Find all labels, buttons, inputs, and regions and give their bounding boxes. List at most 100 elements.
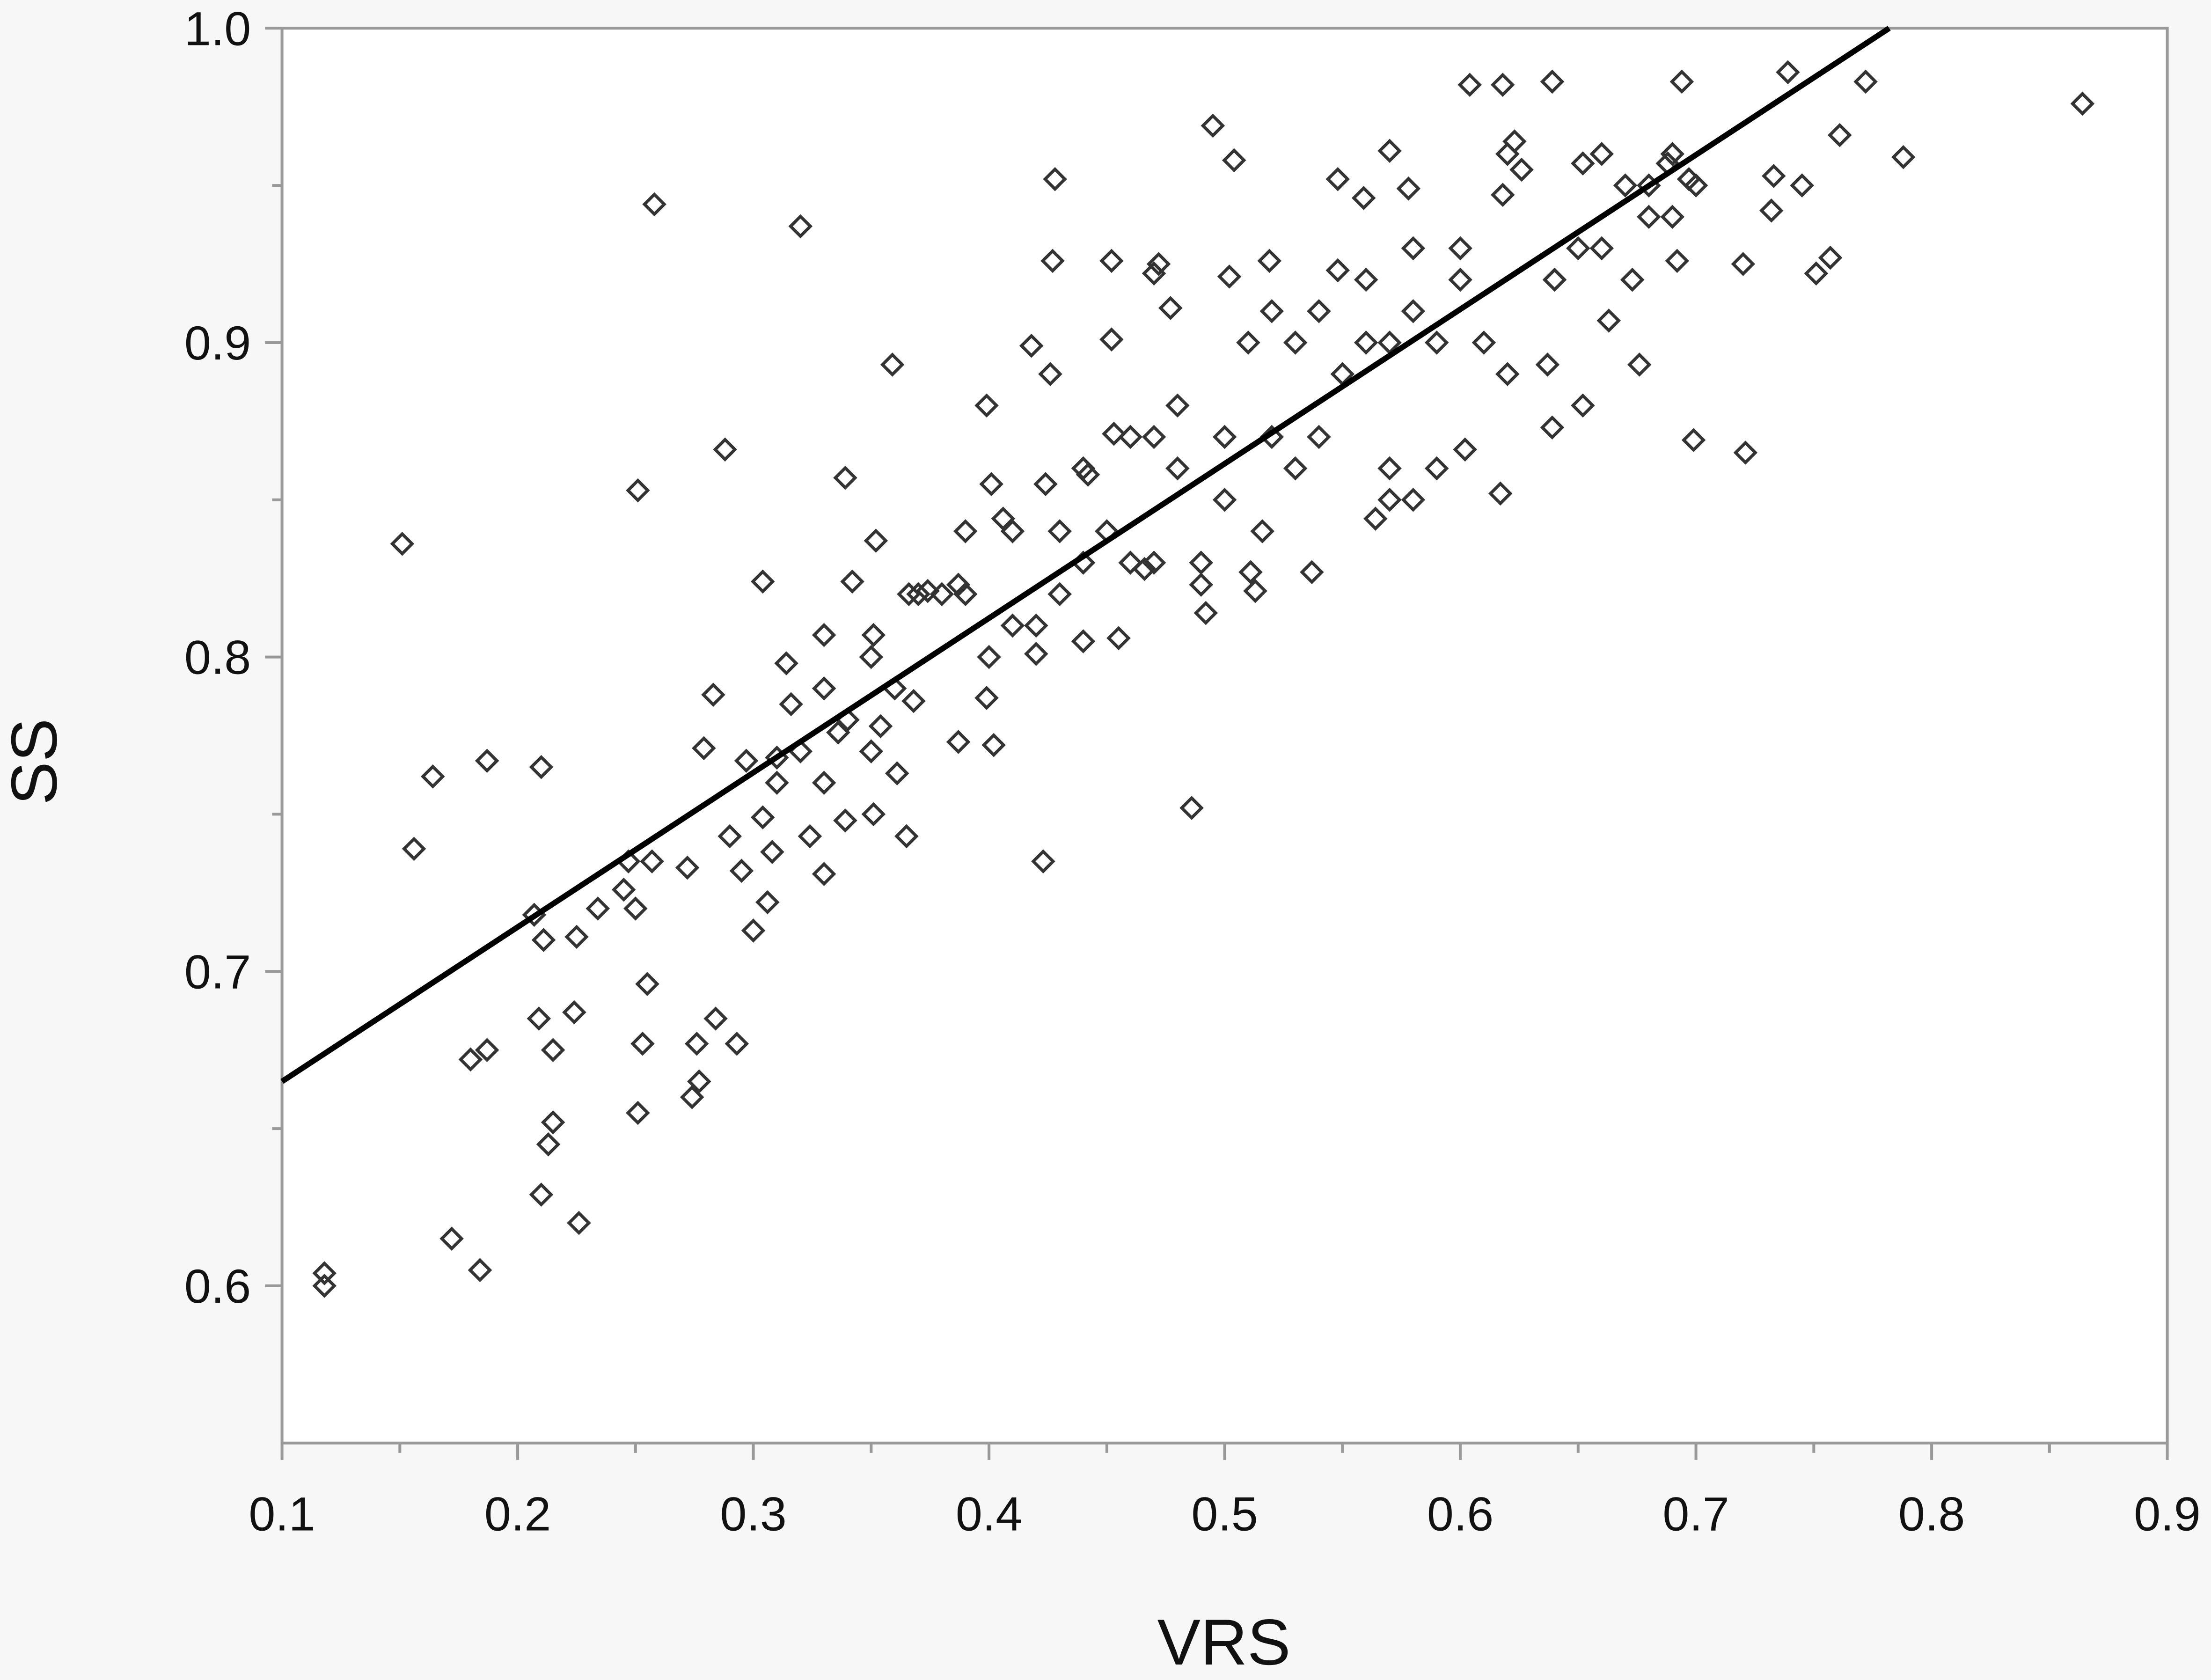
data-point xyxy=(1363,506,1388,531)
data-point xyxy=(586,896,610,921)
data-point xyxy=(1307,425,1331,449)
data-point xyxy=(680,1085,704,1109)
y-tick-label: 0.8 xyxy=(184,631,251,684)
data-point xyxy=(1354,267,1378,292)
x-tick-label: 0.8 xyxy=(1898,1487,1965,1541)
data-point xyxy=(1488,481,1513,506)
data-point xyxy=(1033,472,1058,496)
data-point xyxy=(1401,299,1426,323)
data-point xyxy=(1891,145,1916,169)
fit-line xyxy=(280,26,1891,1084)
x-tick-label: 0.7 xyxy=(1662,1487,1729,1541)
data-point xyxy=(2070,91,2095,116)
data-point xyxy=(991,506,1016,531)
data-point xyxy=(1118,425,1142,449)
data-point xyxy=(1424,330,1449,355)
data-point xyxy=(1238,560,1263,585)
data-point xyxy=(1165,456,1190,481)
data-point xyxy=(1189,550,1214,575)
data-point xyxy=(1118,550,1142,575)
data-point xyxy=(1031,849,1055,873)
data-point xyxy=(1377,456,1402,481)
data-point xyxy=(1761,164,1786,188)
x-axis-title: VRS xyxy=(1157,1607,1291,1679)
data-point xyxy=(684,1031,709,1056)
x-tick-label: 0.6 xyxy=(1427,1487,1494,1541)
data-point xyxy=(1495,142,1520,166)
data-point xyxy=(1243,579,1267,603)
data-point xyxy=(953,582,978,607)
data-point xyxy=(974,686,999,710)
data-point xyxy=(630,1031,655,1056)
data-point xyxy=(901,689,926,713)
x-tick-label: 0.1 xyxy=(249,1487,315,1541)
data-point xyxy=(826,720,850,745)
data-point xyxy=(1106,626,1131,651)
data-point xyxy=(421,764,445,789)
data-point xyxy=(635,972,659,996)
data-point xyxy=(1776,60,1800,85)
data-point xyxy=(1047,519,1072,543)
data-point xyxy=(981,733,1006,757)
data-point xyxy=(402,836,426,861)
data-point xyxy=(1457,73,1482,97)
data-point xyxy=(703,1006,728,1031)
x-tick-label: 0.2 xyxy=(484,1487,551,1541)
data-point xyxy=(312,1261,337,1285)
data-point xyxy=(755,890,780,915)
data-point xyxy=(760,840,784,864)
data-point xyxy=(1733,440,1758,465)
data-point xyxy=(1684,173,1708,198)
data-point xyxy=(562,1000,586,1025)
data-point xyxy=(564,924,589,949)
data-point xyxy=(979,472,1003,496)
data-point xyxy=(812,676,836,701)
data-point xyxy=(1627,352,1652,377)
x-tick-label: 0.5 xyxy=(1191,1487,1258,1541)
data-point xyxy=(1396,176,1421,201)
data-point xyxy=(531,928,556,952)
data-point xyxy=(1000,519,1025,543)
data-point xyxy=(1759,198,1784,223)
y-tick-label: 0.6 xyxy=(184,1259,251,1313)
data-point xyxy=(812,770,836,795)
data-point xyxy=(1542,267,1567,292)
data-point xyxy=(1827,123,1852,147)
y-tick-label: 0.7 xyxy=(184,945,251,998)
data-point xyxy=(1099,249,1124,273)
data-point xyxy=(640,849,664,873)
data-point xyxy=(729,858,754,883)
data-point xyxy=(833,808,857,833)
data-point xyxy=(541,1110,565,1135)
data-point xyxy=(1307,299,1331,323)
data-point xyxy=(812,623,836,647)
data-point xyxy=(906,582,930,607)
data-point xyxy=(750,569,775,594)
data-point xyxy=(974,393,999,418)
data-point xyxy=(1043,167,1067,191)
data-point xyxy=(1300,560,1324,585)
data-point xyxy=(930,582,954,607)
data-point xyxy=(1669,69,1694,94)
data-point xyxy=(1589,236,1614,261)
data-point xyxy=(1325,258,1350,283)
data-point xyxy=(798,824,822,849)
data-point xyxy=(1024,642,1048,666)
data-point xyxy=(1490,183,1515,207)
data-point xyxy=(1589,142,1614,166)
data-point xyxy=(1250,519,1274,543)
data-point xyxy=(312,1274,337,1298)
data-point xyxy=(458,1047,483,1072)
data-point xyxy=(541,1038,565,1062)
data-point xyxy=(734,748,759,773)
data-point xyxy=(779,692,803,717)
data-point xyxy=(1620,267,1645,292)
data-point xyxy=(1146,252,1171,276)
data-point xyxy=(1024,613,1048,638)
data-point xyxy=(946,730,971,754)
data-point xyxy=(1259,299,1284,323)
data-point xyxy=(475,1038,499,1062)
data-point xyxy=(1283,456,1308,481)
data-point xyxy=(1189,572,1214,597)
